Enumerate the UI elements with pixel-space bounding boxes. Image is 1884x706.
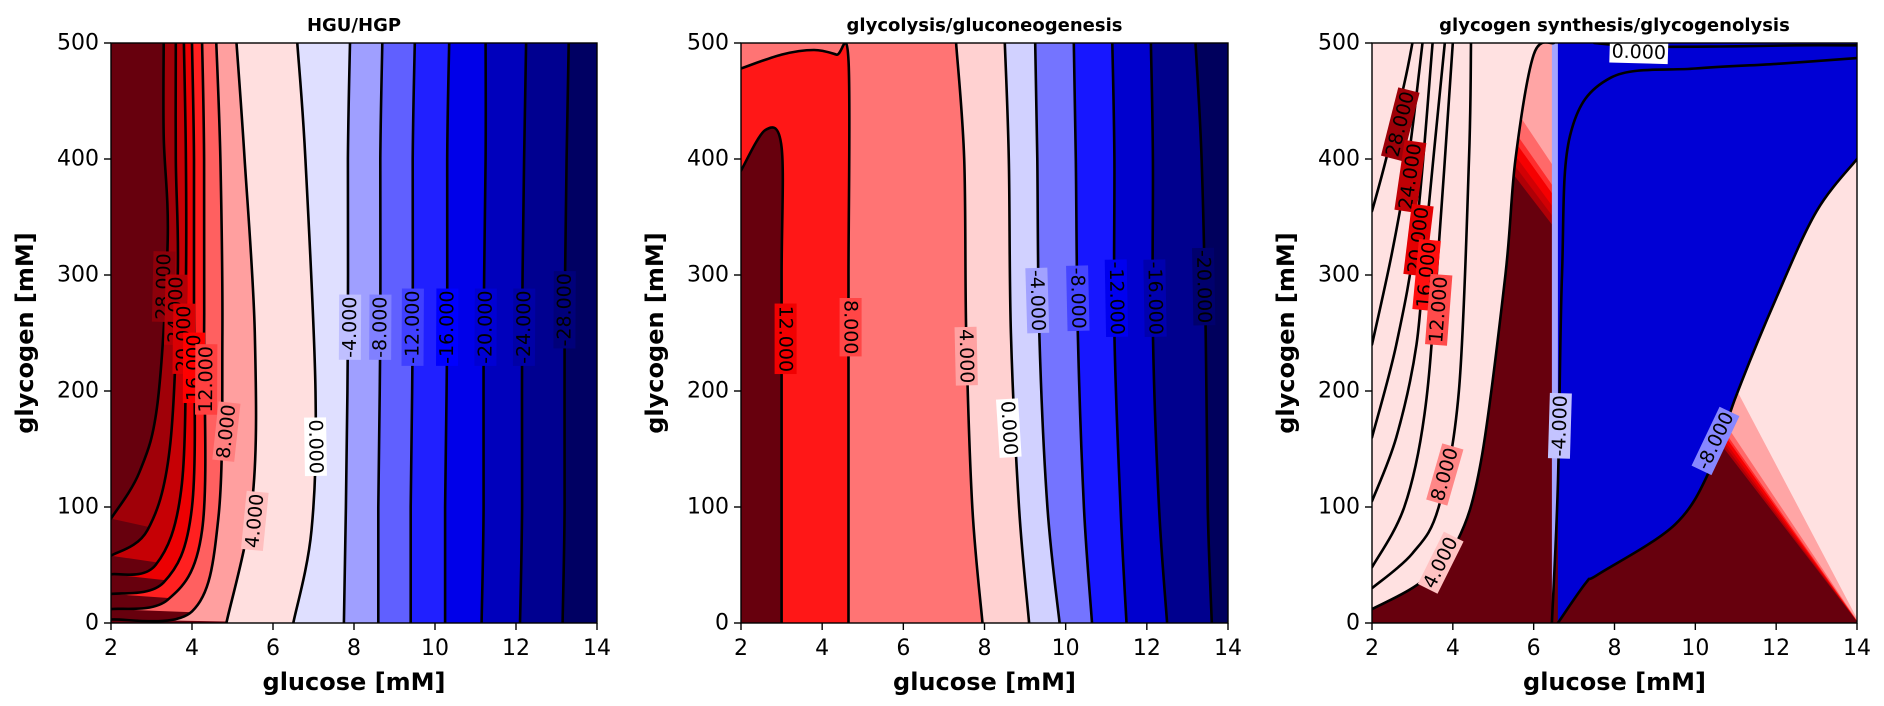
- y-tick-label: 200: [57, 379, 99, 404]
- contour-label: -8.000: [369, 297, 391, 358]
- contour-fill: [562, 43, 597, 623]
- contour-label: -12.000: [402, 290, 424, 363]
- x-tick-label: 6: [1527, 636, 1541, 661]
- y-axis-title: glycogen [mM]: [641, 232, 669, 434]
- y-tick-label: 500: [57, 31, 99, 56]
- x-axis-title: glucose [mM]: [1523, 668, 1706, 696]
- y-tick-label: 400: [1318, 147, 1360, 172]
- contour-line: [1003, 43, 1031, 623]
- x-tick-label: 4: [185, 636, 199, 661]
- x-tick-label: 14: [583, 636, 611, 661]
- x-tick-label: 6: [266, 636, 280, 661]
- contour-line: [1072, 43, 1094, 623]
- y-tick-label: 400: [57, 147, 99, 172]
- contour-label: -16.000: [436, 290, 458, 363]
- y-tick-label: 0: [715, 611, 729, 636]
- panel-title: glycogen synthesis/glycogenolysis: [1439, 15, 1790, 36]
- panel-3: 28.00024.00020.00016.00012.0008.0004.000…: [1272, 15, 1871, 696]
- y-tick-label: 300: [1318, 263, 1360, 288]
- x-tick-label: 10: [1681, 636, 1709, 661]
- x-tick-label: 2: [104, 636, 118, 661]
- y-tick-label: 0: [1346, 611, 1360, 636]
- x-tick-label: 8: [347, 636, 361, 661]
- contour-label: 4.000: [241, 493, 268, 549]
- x-axis-title: glucose [mM]: [893, 668, 1076, 696]
- contour-label: 4.000: [955, 329, 978, 384]
- x-tick-label: 2: [1365, 636, 1379, 661]
- y-tick-label: 400: [687, 147, 729, 172]
- x-tick-label: 4: [1446, 636, 1460, 661]
- x-tick-label: 8: [1608, 636, 1622, 661]
- x-tick-label: 14: [1843, 636, 1871, 661]
- contour-label: -24.000: [513, 290, 535, 363]
- contour-label: 12.000: [775, 306, 797, 372]
- contour-label: -12.000: [1105, 261, 1128, 335]
- contour-label: -4.000: [339, 297, 361, 358]
- contour-lines: 12.000 8.000 4.000 0.000 -4.000 -8.000 -12.000…: [741, 43, 1216, 623]
- contour-label: 0.000: [1611, 41, 1666, 65]
- x-tick-label: 10: [421, 636, 449, 661]
- contour-line: [292, 43, 318, 623]
- y-tick-label: 200: [1318, 379, 1360, 404]
- panel-1: 28.00024.00020.00016.00012.0008.0004.000…: [11, 15, 611, 696]
- contour-label: -16.000: [1143, 261, 1166, 335]
- contour-label: 0.000: [304, 419, 327, 474]
- x-tick-label: 2: [734, 636, 748, 661]
- contour-lines: 28.00024.00020.00016.00012.0008.0004.000…: [1372, 41, 1857, 623]
- heatmap-field: [1372, 43, 1857, 623]
- x-tick-label: 12: [1762, 636, 1790, 661]
- panel-2: 12.000 8.000 4.000 0.000 -4.000 -8.000 -12.000…: [641, 15, 1242, 696]
- panel-title: HGU/HGP: [307, 15, 401, 36]
- y-tick-label: 100: [687, 495, 729, 520]
- x-tick-label: 4: [815, 636, 829, 661]
- contour-label: -20.000: [474, 290, 496, 363]
- x-tick-label: 12: [502, 636, 530, 661]
- contour-label: -28.000: [553, 273, 575, 346]
- x-tick-label: 8: [978, 636, 992, 661]
- y-tick-label: 100: [57, 495, 99, 520]
- y-tick-label: 100: [1318, 495, 1360, 520]
- contour-line: [741, 43, 851, 623]
- heatmap-field: [111, 43, 597, 623]
- heatmap-field: [741, 43, 1228, 623]
- contour-line: [1194, 43, 1214, 623]
- y-tick-label: 500: [1318, 31, 1360, 56]
- contour-label: -4.000: [1025, 270, 1049, 332]
- contour-label: 8.000: [840, 300, 862, 354]
- x-tick-label: 10: [1052, 636, 1080, 661]
- y-tick-label: 300: [57, 263, 99, 288]
- contour-label: 12.000: [1425, 276, 1452, 344]
- y-tick-label: 300: [687, 263, 729, 288]
- contour-label: -20.000: [1192, 250, 1215, 324]
- x-tick-label: 12: [1133, 636, 1161, 661]
- y-tick-label: 0: [85, 611, 99, 636]
- panel-title: glycolysis/gluconeogenesis: [847, 15, 1123, 36]
- contour-line: [1372, 43, 1473, 590]
- y-tick-label: 200: [687, 379, 729, 404]
- contour-lines: 28.00024.00020.00016.00012.0008.0004.000…: [111, 43, 576, 623]
- y-axis-title: glycogen [mM]: [11, 232, 39, 434]
- contour-label: 0.000: [996, 400, 1021, 456]
- contour-label: 12.000: [195, 346, 217, 413]
- contour-line: [1372, 43, 1455, 569]
- x-tick-label: 14: [1214, 636, 1242, 661]
- contour-line: [1550, 56, 1857, 623]
- contour-line: [741, 126, 785, 623]
- x-tick-label: 6: [896, 636, 910, 661]
- contour-line: [1372, 43, 1447, 503]
- y-axis-title: glycogen [mM]: [1272, 232, 1300, 434]
- x-axis-title: glucose [mM]: [263, 668, 446, 696]
- contour-label: -8.000: [1066, 267, 1089, 329]
- y-tick-label: 500: [687, 31, 729, 56]
- contour-label: -4.000: [1548, 395, 1572, 457]
- contour-fill: [1557, 43, 1857, 623]
